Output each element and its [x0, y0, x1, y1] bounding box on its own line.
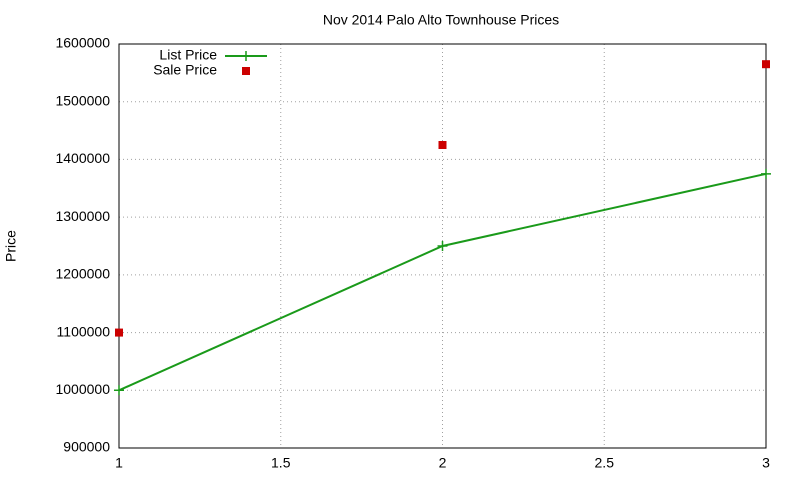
chart-title: Nov 2014 Palo Alto Townhouse Prices	[323, 12, 559, 28]
y-tick-label: 1100000	[57, 323, 111, 339]
x-tick-label: 1.5	[271, 455, 291, 471]
y-axis-label: Price	[3, 230, 19, 262]
point	[761, 168, 771, 179]
y-tick-label: 1200000	[55, 266, 110, 282]
legend-label: Sale Price	[153, 62, 217, 78]
x-tick-label: 1	[115, 455, 123, 471]
y-tick-label: 1600000	[55, 35, 110, 51]
point	[438, 141, 447, 149]
y-tick-label: 1000000	[55, 381, 110, 397]
point	[762, 60, 770, 69]
plot-frame	[118, 43, 767, 449]
x-tick-label: 2.5	[595, 455, 615, 471]
y-tick-label: 900000	[63, 439, 110, 455]
y-tick-label: 1500000	[55, 92, 110, 108]
legend-marker	[242, 67, 250, 75]
legend-label: List Price	[159, 47, 217, 63]
y-tick-label: 1400000	[55, 150, 110, 166]
point	[114, 385, 124, 396]
y-tick-label: 1300000	[55, 208, 110, 224]
x-tick-label: 3	[762, 455, 770, 471]
point	[115, 328, 123, 337]
legend-marker	[241, 51, 251, 61]
point	[437, 241, 448, 251]
x-tick-label: 2	[439, 455, 447, 471]
